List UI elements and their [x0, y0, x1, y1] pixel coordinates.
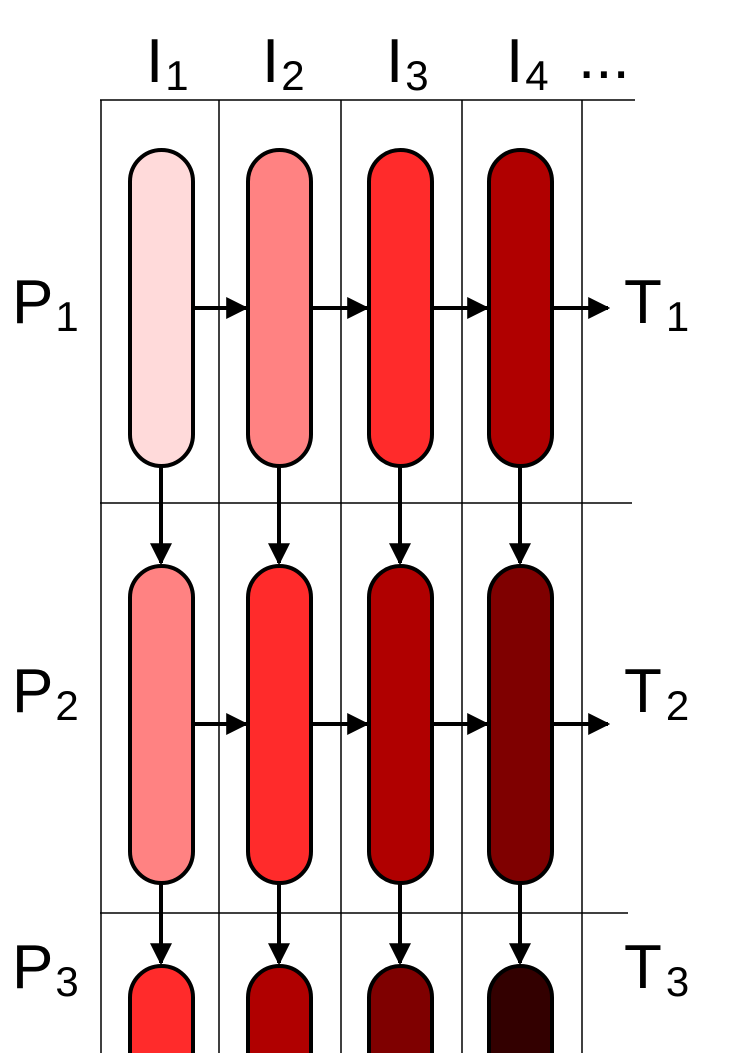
pill-r1-c1	[128, 148, 195, 468]
row-label-3: P3	[12, 933, 79, 1005]
target-label-3: T3	[624, 933, 689, 1005]
arrows	[150, 297, 611, 966]
column-headers: I1 I2 I3 I4 ...	[146, 23, 630, 99]
pill-r2-c3	[367, 564, 434, 885]
pill-r2-c2	[246, 564, 313, 885]
column-header-4: I4	[506, 27, 549, 99]
row-labels: P1 P2 P3	[12, 268, 79, 1005]
pill-r2-c1	[128, 564, 195, 885]
pill-row-3	[128, 964, 554, 1053]
pill-r1-c4	[487, 148, 554, 468]
grid-lines	[100, 99, 635, 1053]
pill-r3-c2	[246, 964, 313, 1053]
pill-r1-c2	[246, 148, 313, 468]
pill-r3-c4	[487, 964, 554, 1053]
column-ellipsis: ...	[578, 23, 630, 92]
row-label-1: P1	[12, 268, 79, 340]
column-header-2: I2	[262, 27, 305, 99]
column-header-1: I1	[146, 27, 189, 99]
pill-r2-c4	[487, 564, 554, 885]
target-label-1: T1	[624, 268, 689, 340]
target-labels: T1 T2 T3	[624, 268, 689, 1005]
row-label-2: P2	[12, 657, 79, 729]
pill-r1-c3	[367, 148, 434, 468]
pill-r3-c3	[367, 964, 434, 1053]
column-header-3: I3	[386, 27, 429, 99]
pill-r3-c1	[128, 964, 195, 1053]
target-label-2: T2	[624, 657, 689, 729]
